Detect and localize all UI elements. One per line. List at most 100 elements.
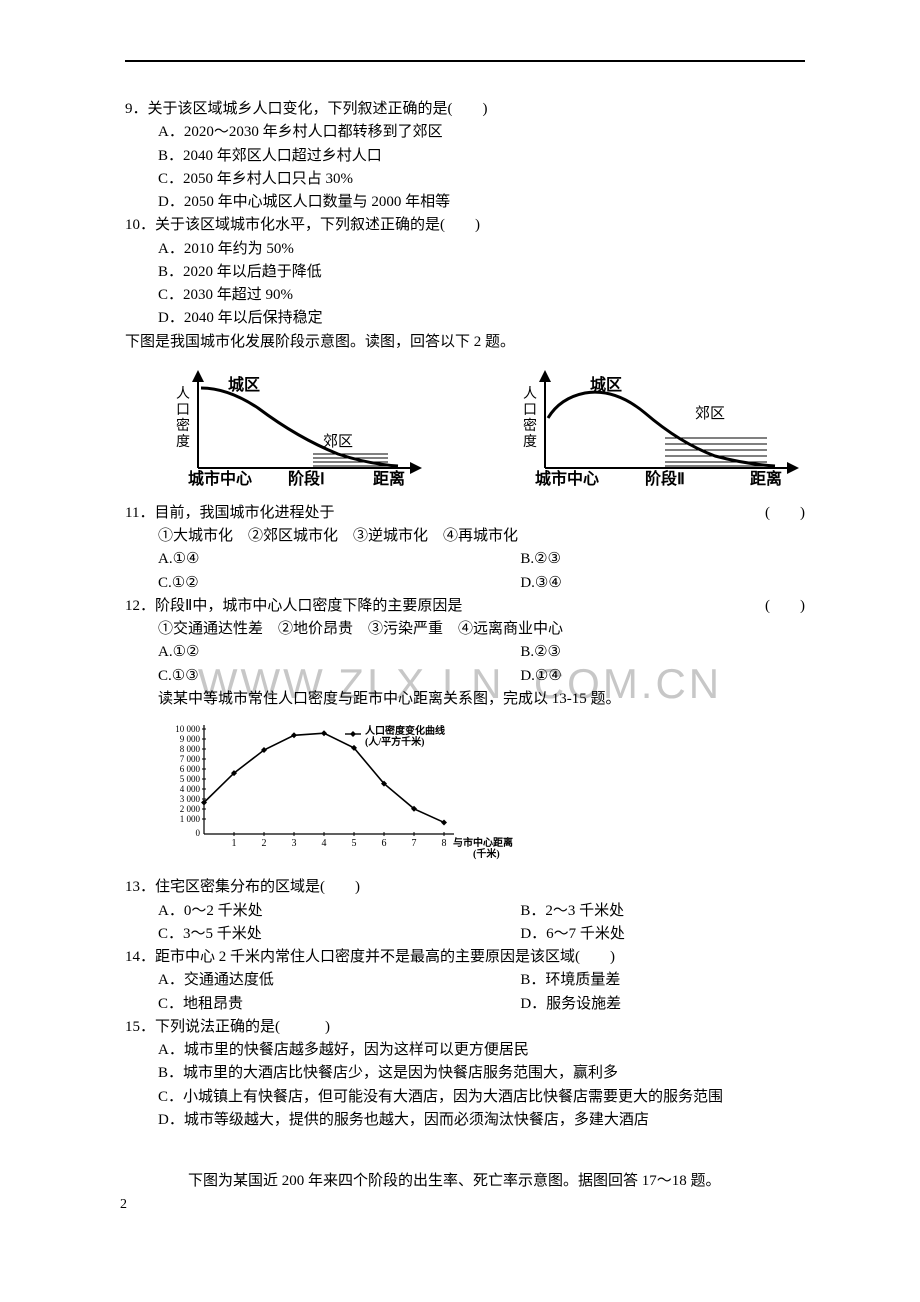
stage-diagrams: 人 口 密 度 城区 郊区 城市中心 阶段Ⅰ 距离 [125,354,805,502]
q9-stem: 9．关于该区域城乡人口变化，下列叙述正确的是( ) [125,98,805,121]
svg-text:10 000: 10 000 [175,724,200,734]
q11-conditions: ①大城市化 ②郊区城市化 ③逆城市化 ④再城市化 [125,525,805,548]
q14-row2: C．地租昂贵 D．服务设施差 [125,993,805,1016]
svg-text:7: 7 [412,838,417,849]
diag2-dist: 距离 [750,469,782,488]
diag1-stage: 阶段Ⅰ [288,469,325,488]
q15-optB: B．城市里的大酒店比快餐店少，这是因为快餐店服务范围大，赢利多 [125,1062,805,1085]
q15-optD: D．城市等级越大，提供的服务也越大，因而必须淘汰快餐店，多建大酒店 [125,1109,805,1132]
svg-text:3 000: 3 000 [180,794,201,804]
q14-optC: C．地租昂贵 [158,993,494,1016]
q14-stem: 14．距市中心 2 千米内常住人口密度并不是最高的主要原因是该区域( ) [125,946,805,969]
q13-row2: C．3～5 千米处 D．6～7 千米处 [125,923,805,946]
q14-optB: B．环境质量差 [520,969,805,992]
svg-text:1: 1 [232,838,237,849]
svg-text:密: 密 [523,417,537,434]
stage2-diagram: 人 口 密 度 城区 郊区 城市中心 阶段Ⅱ 距离 [505,368,805,488]
q11-paren: ( ) [765,502,805,525]
svg-text:9 000: 9 000 [180,734,201,744]
page-number: 2 [120,1197,127,1213]
q13-row1: A．0～2 千米处 B．2～3 千米处 [125,900,805,923]
q11-optA: A.①④ [158,548,494,571]
q15-optC: C．小城镇上有快餐店，但可能没有大酒店，因为大酒店比快餐店需要更大的服务范围 [125,1086,805,1109]
svg-text:6 000: 6 000 [180,764,201,774]
q10-optB: B．2020 年以后趋于降低 [125,261,805,284]
q9-optB: B．2040 年郊区人口超过乡村人口 [125,145,805,168]
top-rule [125,60,805,62]
question-block: 9．关于该区域城乡人口变化，下列叙述正确的是( ) A．2020～2030 年乡… [125,98,805,1193]
svg-text:5: 5 [352,838,357,849]
q14-optD: D．服务设施差 [520,993,805,1016]
svg-text:2 000: 2 000 [180,804,201,814]
q12-stem-text: 12．阶段Ⅱ中，城市中心人口密度下降的主要原因是 [125,598,462,614]
q12-optA: A.①② [158,641,494,664]
svg-text:5 000: 5 000 [180,774,201,784]
q11-optB: B.②③ [520,548,805,571]
q13-optC: C．3～5 千米处 [158,923,494,946]
q14-optA: A．交通通达度低 [158,969,494,992]
diag2-jiaoqu: 郊区 [695,405,725,422]
svg-text:口: 口 [176,403,190,418]
q13-stem: 13．住宅区密集分布的区域是( ) [125,876,805,899]
q10-optD: D．2040 年以后保持稳定 [125,307,805,330]
q12-optB: B.②③ [520,641,805,664]
diag1-dist: 距离 [373,469,405,488]
q11-row2: C.①② D.③④ [125,572,805,595]
intro2: 读某中等城市常住人口密度与距市中心距离关系图，完成以 13-15 题。 [125,688,805,711]
q13-optB: B．2～3 千米处 [520,900,805,923]
q12-optC: C.①③ [158,665,494,688]
svg-text:8: 8 [442,838,447,849]
intro3: 下图为某国近 200 年来四个阶段的出生率、死亡率示意图。据图回答 17～18 … [125,1170,805,1193]
q9-optA: A．2020～2030 年乡村人口都转移到了郊区 [125,121,805,144]
svg-text:人: 人 [523,386,537,402]
q12-row2: C.①③ D.①④ [125,665,805,688]
q15-stem: 15．下列说法正确的是( ) [125,1016,805,1039]
svg-text:(千米): (千米) [473,847,500,860]
diag1-jiaoqu: 郊区 [323,433,353,450]
svg-text:2: 2 [262,838,267,849]
q10-stem: 10．关于该区域城市化水平，下列叙述正确的是( ) [125,214,805,237]
svg-text:人: 人 [176,386,190,402]
svg-text:口: 口 [523,403,537,418]
q12-conditions: ①交通通达性差 ②地价昂贵 ③污染严重 ④远离商业中心 [125,618,805,641]
svg-text:1 000: 1 000 [180,814,201,824]
q11-stem: 11．目前，我国城市化进程处于 ( ) [125,502,805,525]
stage1-diagram: 人 口 密 度 城区 郊区 城市中心 阶段Ⅰ 距离 [158,368,428,488]
q12-paren: ( ) [765,595,805,618]
q12-stem: 12．阶段Ⅱ中，城市中心人口密度下降的主要原因是 ( ) [125,595,805,618]
spacer [125,1132,805,1170]
intro1: 下图是我国城市化发展阶段示意图。读图，回答以下 2 题。 [125,331,805,354]
q14-row1: A．交通通达度低 B．环境质量差 [125,969,805,992]
diag1-chengqu: 城区 [228,376,260,394]
svg-text:人口密度变化曲线: 人口密度变化曲线 [365,724,445,737]
svg-text:8 000: 8 000 [180,744,201,754]
svg-text:3: 3 [292,838,297,849]
q13-optA: A．0～2 千米处 [158,900,494,923]
q11-optC: C.①② [158,572,494,595]
q11-row1: A.①④ B.②③ [125,548,805,571]
svg-text:度: 度 [176,434,190,450]
svg-text:4 000: 4 000 [180,784,201,794]
svg-text:7 000: 7 000 [180,754,201,764]
svg-text:4: 4 [322,838,327,849]
diag2-stage: 阶段Ⅱ [645,469,685,488]
svg-text:(人/平方千米): (人/平方千米) [365,735,424,748]
svg-text:与市中心距离: 与市中心距离 [453,836,513,849]
q10-optC: C．2030 年超过 90% [125,284,805,307]
q13-optD: D．6～7 千米处 [520,923,805,946]
svg-text:密: 密 [176,417,190,434]
q9-optD: D．2050 年中心城区人口数量与 2000 年相等 [125,191,805,214]
density-chart: 10 000 9 000 8 000 7 000 6 000 5 000 4 0… [125,711,805,876]
page-content: 9．关于该区域城乡人口变化，下列叙述正确的是( ) A．2020～2030 年乡… [0,60,920,1193]
q9-optC: C．2050 年乡村人口只占 30% [125,168,805,191]
diag2-center: 城市中心 [535,469,599,488]
q12-row1: A.①② B.②③ [125,641,805,664]
svg-text:6: 6 [382,838,387,849]
diag2-chengqu: 城区 [590,376,622,394]
svg-text:0: 0 [196,828,201,838]
q11-stem-text: 11．目前，我国城市化进程处于 [125,505,334,521]
diag1-center: 城市中心 [188,469,252,488]
q10-optA: A．2010 年约为 50% [125,238,805,261]
q15-optA: A．城市里的快餐店越多越好，因为这样可以更方便居民 [125,1039,805,1062]
q12-optD: D.①④ [520,665,805,688]
